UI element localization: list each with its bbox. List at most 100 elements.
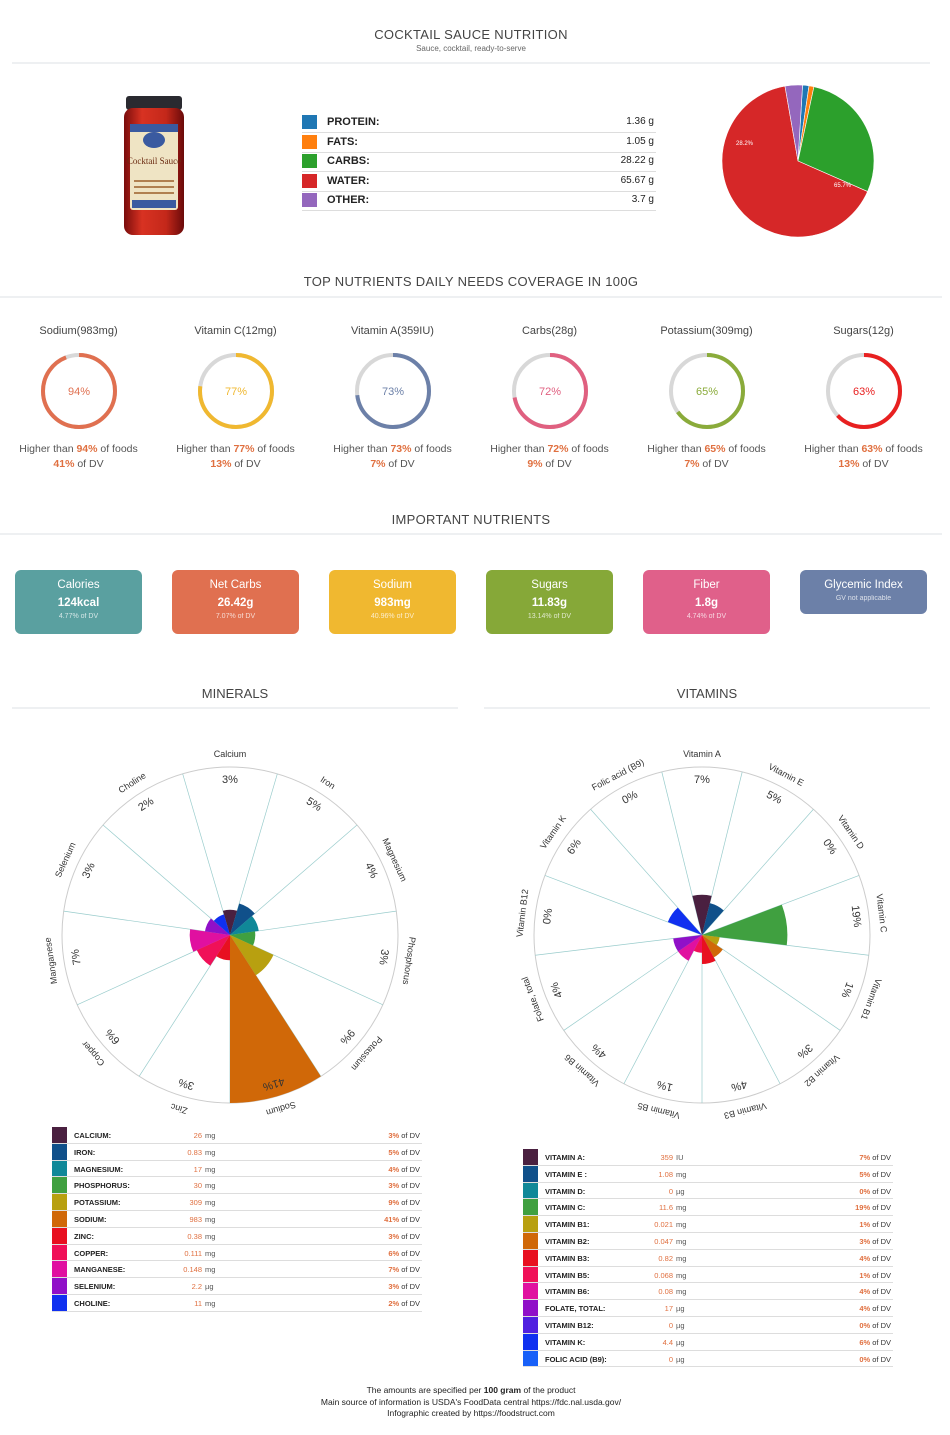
coverage-text: Higher than [804, 443, 862, 455]
row-swatch [523, 1266, 538, 1283]
row-dv-value: 9% [388, 1198, 400, 1208]
macro-swatch [302, 154, 317, 168]
ring-progress [825, 353, 902, 429]
polar-spoke [590, 809, 703, 936]
coverage-dv-value: 9% [527, 458, 543, 470]
polar-value-label: 4% [549, 980, 566, 999]
table-row: CHOLINE: 11 mg 2% of DV [52, 1294, 422, 1312]
row-dv: 0% of DV [859, 1355, 891, 1364]
row-amount: 0.08 [658, 1287, 673, 1297]
coverage-dv-text: 7% of DV [314, 458, 471, 470]
table-row: VITAMIN B2: 0.047 mg 3% of DV [523, 1232, 893, 1250]
page-subtitle: Sauce, cocktail, ready-to-serve [416, 44, 526, 53]
nutrient-card: Calories 124kcal 4.77% of DV [15, 570, 142, 634]
row-dv-value: 0% [859, 1320, 871, 1330]
coverage-higher-text: Higher than 77% of foods [157, 443, 314, 455]
macro-row: PROTEIN: 1.36 g [302, 113, 656, 133]
coverage-name: Potassium(309mg) [660, 325, 753, 337]
row-unit: µg [205, 1282, 214, 1292]
footer-line-2: Main source of information is USDA's Foo… [320, 1396, 622, 1407]
coverage-text: of DV [385, 458, 415, 470]
row-name: SELENIUM: [74, 1282, 116, 1292]
row-unit: mg [676, 1236, 687, 1246]
polar-category-label: Calcium [214, 749, 247, 759]
polar-wedge [189, 929, 230, 952]
macro-value: 1.05 g [626, 135, 654, 147]
polar-category-label: Vitamin A [683, 749, 721, 759]
table-row: FOLIC ACID (B9): 0 µg 0% of DV [523, 1350, 893, 1368]
table-row: PHOSPHORUS: 30 mg 3% of DV [52, 1177, 422, 1195]
row-dv-value: 1% [859, 1220, 871, 1230]
macro-swatch [302, 173, 317, 188]
coverage-text: of foods [882, 443, 923, 455]
card-value: 26.42g [217, 597, 254, 609]
polar-spoke [701, 934, 781, 1084]
row-name: COPPER: [74, 1248, 109, 1258]
macro-row: FATS: 1.05 g [302, 133, 656, 153]
row-name: FOLATE, TOTAL: [545, 1304, 606, 1314]
coverage-higher-text: Higher than 94% of foods [0, 443, 157, 455]
polar-wedge [196, 935, 230, 966]
footer-text: of the product [521, 1385, 576, 1395]
row-dv: 9% of DV [388, 1198, 420, 1207]
polar-category-label: Phosphorus [401, 936, 418, 985]
polar-wedge [230, 935, 274, 976]
coverage-text: of DV [699, 458, 729, 470]
row-swatch [52, 1210, 67, 1227]
vitamins-title: VITAMINS [676, 686, 738, 701]
polar-wedge [693, 935, 702, 953]
row-swatch [523, 1182, 538, 1199]
polar-spoke [138, 934, 231, 1077]
card-value: 11.83g [531, 597, 568, 609]
row-dv: 4% of DV [388, 1165, 420, 1174]
row-amount: 17 [193, 1164, 202, 1174]
polar-wedge [692, 894, 712, 935]
polar-wedge [230, 915, 259, 935]
polar-category-label: Manganese [43, 937, 60, 985]
coverage-item: Sodium(983mg) 94% Higher than 94% of foods… [0, 325, 157, 470]
coverage-dv-text: 41% of DV [0, 458, 157, 470]
polar-wedge [204, 918, 230, 935]
row-dv-value: 3% [388, 1131, 400, 1140]
table-row: SELENIUM: 2.2 µg 3% of DV [52, 1278, 422, 1295]
row-unit: µg [676, 1337, 685, 1347]
polar-spoke [701, 934, 841, 1031]
macro-swatch [302, 134, 317, 149]
row-dv-suffix: of DV [870, 1253, 891, 1263]
polar-wedge [702, 935, 720, 946]
polar-wedge [678, 935, 702, 961]
row-dv-value: 19% [855, 1203, 871, 1213]
macro-row: OTHER: 3.7 g [302, 191, 656, 211]
row-dv-value: 6% [388, 1248, 400, 1258]
ring-percent: 77% [224, 386, 246, 398]
vitamins-polar-chart: Vitamin A7% Vitamin E5%Vitamin D0%Vitamin… [514, 749, 889, 1121]
card-value: 124kcal [57, 597, 100, 609]
coverage-text: Higher than [490, 443, 548, 455]
coverage-ring: 94% [40, 353, 117, 429]
row-amount: 11 [194, 1298, 202, 1308]
pie-label-carbs: 28.2% [736, 141, 754, 147]
row-unit: mg [676, 1270, 687, 1280]
polar-wedge [213, 914, 230, 935]
row-dv: 6% of DV [388, 1249, 420, 1258]
card-dv: 7.07% of DV [215, 613, 256, 620]
row-name: VITAMIN B12: [545, 1320, 594, 1330]
polar-spoke [701, 934, 869, 956]
row-swatch [52, 1261, 67, 1278]
row-dv-suffix: of DV [399, 1181, 420, 1191]
macro-label: PROTEIN: [327, 116, 380, 128]
polar-category-label: Iron [319, 774, 337, 791]
row-dv: 6% of DV [859, 1338, 891, 1347]
row-swatch [523, 1249, 538, 1266]
row-dv-value: 7% [859, 1153, 871, 1162]
coverage-name: Carbs(28g) [521, 325, 578, 337]
row-name: SODIUM: [74, 1214, 107, 1224]
row-dv-suffix: of DV [870, 1203, 891, 1213]
product-jar-image: Cocktail Sauce [124, 96, 184, 235]
table-row: VITAMIN B3: 0.82 mg 4% of DV [523, 1249, 893, 1267]
footer-text: The amounts are specified per [366, 1385, 484, 1395]
macro-label: WATER: [327, 174, 370, 187]
row-dv-value: 3% [388, 1282, 400, 1292]
table-row: VITAMIN B5: 0.068 mg 1% of DV [523, 1266, 893, 1284]
macro-label: OTHER: [327, 194, 370, 206]
